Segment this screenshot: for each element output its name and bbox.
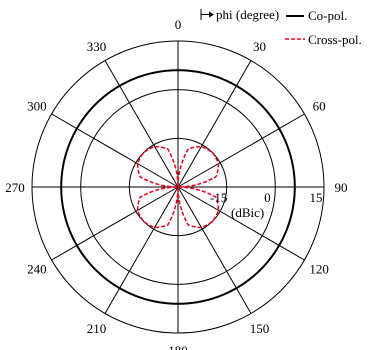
angle-tick-label-300: 300 xyxy=(27,99,47,114)
series-layer xyxy=(60,69,296,305)
angle-tick-label-150: 150 xyxy=(250,321,270,336)
angle-tick-label-330: 330 xyxy=(87,39,107,54)
series-co-pol-curve xyxy=(60,69,296,305)
legend-label-cross-pol: Cross-pol. xyxy=(308,32,362,47)
angle-tick-label-180: 180 xyxy=(168,343,188,350)
angle-tick-label-90: 90 xyxy=(335,180,348,195)
radial-tick-label-1: 0 xyxy=(264,190,271,205)
radial-tick-label-2: 15 xyxy=(310,190,323,205)
axis-unit-label: phi (degree) xyxy=(200,7,279,22)
legend: Co-pol. Cross-pol. xyxy=(285,8,362,47)
angle-tick-label-270: 270 xyxy=(5,180,25,195)
angle-tick-label-210: 210 xyxy=(87,321,107,336)
radial-tick-label-0: -15 xyxy=(210,190,227,205)
spoke-150 xyxy=(177,186,252,314)
angle-tick-label-60: 60 xyxy=(313,99,326,114)
angle-tick-label-120: 120 xyxy=(309,262,329,277)
angle-tick-label-0: 0 xyxy=(175,17,182,32)
spoke-120 xyxy=(177,186,305,261)
spoke-210 xyxy=(104,186,179,314)
spoke-240 xyxy=(51,186,179,261)
angle-tick-label-240: 240 xyxy=(27,262,47,277)
polar-grid xyxy=(31,40,325,334)
spoke-60 xyxy=(177,113,305,188)
angle-tick-label-30: 30 xyxy=(253,39,266,54)
spoke-300 xyxy=(51,113,179,188)
angle-unit-label: phi (degree) xyxy=(216,7,279,22)
label-layer: 0 30 60 90 120 150 180 210 240 270 300 330 -15 0 15 xyxy=(5,17,347,350)
legend-label-co-pol: Co-pol. xyxy=(308,8,347,23)
spoke-30 xyxy=(177,60,252,188)
spoke-330 xyxy=(104,60,179,188)
radial-unit-label: (dBic) xyxy=(231,205,264,220)
series-cross-pol-curve xyxy=(136,145,220,229)
unit-arrow-head xyxy=(209,11,214,18)
